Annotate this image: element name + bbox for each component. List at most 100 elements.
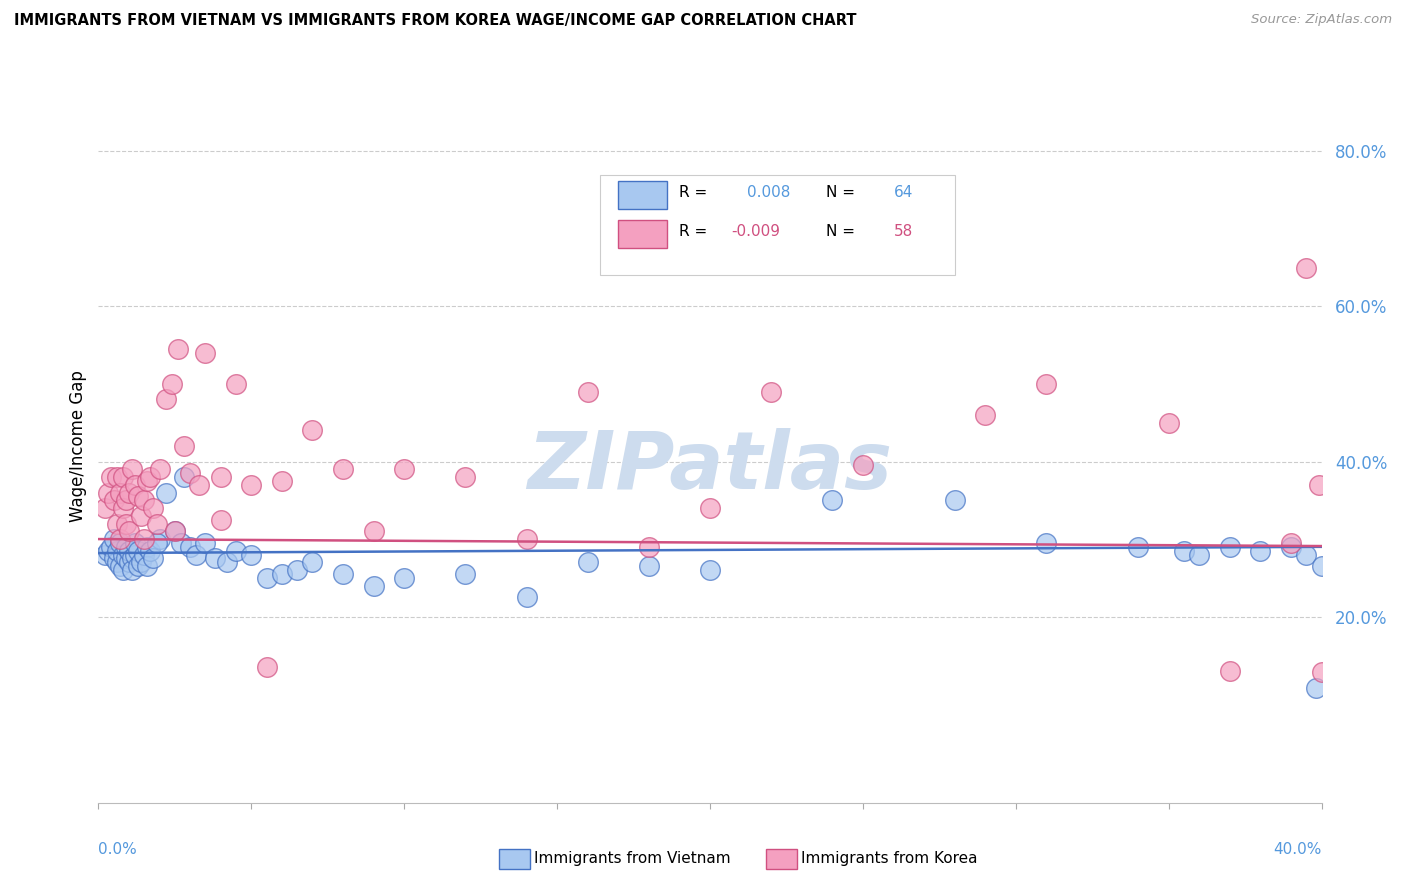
Text: R =: R = bbox=[679, 186, 713, 200]
Point bbox=[1157, 416, 1180, 430]
Point bbox=[821, 493, 844, 508]
Point bbox=[188, 477, 211, 491]
Point bbox=[1295, 260, 1317, 275]
Point bbox=[454, 470, 477, 484]
Point bbox=[163, 524, 186, 539]
Point bbox=[392, 571, 416, 585]
Point bbox=[637, 559, 661, 574]
Point bbox=[108, 559, 131, 574]
Point bbox=[134, 532, 156, 546]
Point bbox=[105, 543, 128, 558]
Point bbox=[142, 551, 165, 566]
Point bbox=[105, 516, 128, 531]
Text: IMMIGRANTS FROM VIETNAM VS IMMIGRANTS FROM KOREA WAGE/INCOME GAP CORRELATION CHA: IMMIGRANTS FROM VIETNAM VS IMMIGRANTS FR… bbox=[14, 13, 856, 29]
Point bbox=[576, 555, 599, 569]
Point bbox=[516, 532, 538, 546]
Point bbox=[163, 524, 186, 539]
Text: 64: 64 bbox=[893, 186, 912, 200]
Point bbox=[285, 563, 308, 577]
Point bbox=[215, 555, 238, 569]
Point bbox=[943, 493, 966, 508]
FancyBboxPatch shape bbox=[619, 219, 668, 248]
Point bbox=[225, 543, 247, 558]
Point bbox=[108, 536, 131, 550]
Point bbox=[124, 536, 146, 550]
Point bbox=[100, 470, 122, 484]
Point bbox=[111, 548, 134, 562]
Point bbox=[576, 384, 599, 399]
Point bbox=[108, 532, 131, 546]
Point bbox=[173, 470, 195, 484]
Point bbox=[127, 490, 149, 504]
Text: 0.008: 0.008 bbox=[747, 186, 790, 200]
Point bbox=[97, 485, 120, 500]
Point bbox=[160, 376, 183, 391]
Point bbox=[332, 462, 354, 476]
Point bbox=[186, 548, 208, 562]
Point bbox=[1035, 536, 1057, 550]
Text: ZIPatlas: ZIPatlas bbox=[527, 428, 893, 507]
Text: 40.0%: 40.0% bbox=[1274, 842, 1322, 857]
Point bbox=[332, 566, 354, 581]
Point bbox=[103, 551, 125, 566]
Point bbox=[108, 485, 131, 500]
Point bbox=[209, 513, 232, 527]
Point bbox=[121, 551, 143, 566]
Point bbox=[111, 501, 134, 516]
Point bbox=[127, 559, 149, 574]
Text: 58: 58 bbox=[893, 225, 912, 239]
Point bbox=[103, 493, 125, 508]
Point bbox=[301, 424, 323, 438]
Point bbox=[256, 571, 278, 585]
Text: N =: N = bbox=[827, 186, 860, 200]
Point bbox=[124, 477, 146, 491]
Text: 0.0%: 0.0% bbox=[98, 842, 138, 857]
Point bbox=[1128, 540, 1150, 554]
Point bbox=[454, 566, 477, 581]
Point bbox=[699, 501, 721, 516]
Point bbox=[270, 566, 292, 581]
Point bbox=[118, 555, 141, 569]
Point bbox=[139, 470, 162, 484]
Point bbox=[240, 548, 263, 562]
Point bbox=[124, 548, 146, 562]
Point bbox=[1188, 548, 1211, 562]
Text: R =: R = bbox=[679, 225, 713, 239]
Point bbox=[149, 462, 172, 476]
Point bbox=[173, 439, 195, 453]
Point bbox=[204, 551, 226, 566]
Point bbox=[115, 493, 138, 508]
Point bbox=[155, 392, 177, 407]
Point bbox=[149, 532, 172, 546]
Point bbox=[301, 555, 323, 569]
Y-axis label: Wage/Income Gap: Wage/Income Gap bbox=[69, 370, 87, 522]
Point bbox=[145, 536, 167, 550]
Point bbox=[129, 555, 152, 569]
Point bbox=[136, 559, 159, 574]
Point bbox=[1310, 559, 1333, 574]
Point bbox=[115, 540, 138, 554]
Point bbox=[1305, 681, 1327, 695]
Point bbox=[270, 474, 292, 488]
Point bbox=[97, 543, 120, 558]
Point bbox=[118, 485, 141, 500]
Point bbox=[852, 458, 875, 473]
Point bbox=[363, 524, 385, 539]
Point bbox=[100, 540, 122, 554]
Point bbox=[637, 540, 661, 554]
Point bbox=[194, 346, 217, 360]
Text: Immigrants from Korea: Immigrants from Korea bbox=[801, 852, 979, 866]
Point bbox=[103, 532, 125, 546]
Point bbox=[256, 660, 278, 674]
Point bbox=[121, 563, 143, 577]
Point bbox=[699, 563, 721, 577]
Point bbox=[93, 548, 115, 562]
Point bbox=[136, 540, 159, 554]
Point bbox=[93, 501, 115, 516]
Point bbox=[170, 536, 193, 550]
Text: -0.009: -0.009 bbox=[731, 225, 780, 239]
Point bbox=[1249, 543, 1271, 558]
Point bbox=[1279, 536, 1302, 550]
Point bbox=[136, 474, 159, 488]
Point bbox=[115, 516, 138, 531]
